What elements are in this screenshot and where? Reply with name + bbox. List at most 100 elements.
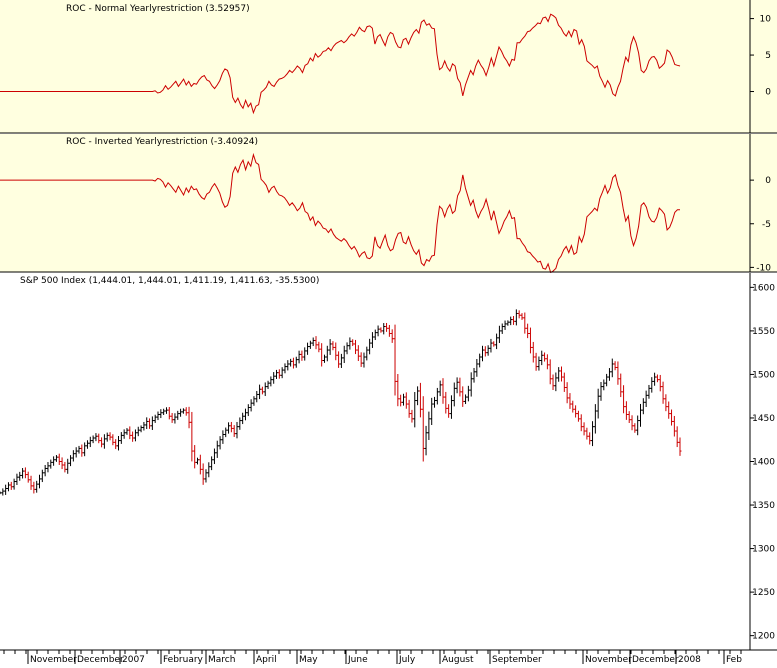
price-bar [520, 313, 524, 320]
price-bar [418, 382, 422, 418]
price-bar [311, 337, 315, 347]
price-bar [320, 343, 324, 367]
price-bar [514, 309, 518, 326]
price-bar [354, 339, 358, 355]
price-bar [424, 425, 428, 456]
price-bar [114, 439, 118, 450]
price-bar [40, 469, 44, 483]
price-bar [548, 359, 552, 385]
price-bar [596, 388, 600, 419]
y-tick-label: 0 [765, 88, 771, 98]
price-bar [21, 468, 25, 479]
price-bar [193, 445, 197, 469]
y-tick-label: 1250 [752, 588, 775, 598]
x-tick-label: December [77, 655, 124, 664]
price-bar [176, 410, 180, 420]
price-bar [421, 396, 425, 462]
price-bar [478, 353, 482, 368]
price-bar [342, 345, 346, 364]
price-bar [435, 387, 439, 405]
price-bar [444, 391, 448, 414]
price-bar [71, 450, 75, 462]
y-tick-label: 10 [760, 15, 772, 25]
price-bar [636, 415, 640, 436]
roc-normal-plot-background [0, 0, 750, 133]
price-bar [585, 427, 589, 440]
price-bar [74, 447, 78, 458]
price-bar [317, 341, 321, 353]
price-bar [390, 329, 394, 343]
price-bar [517, 310, 521, 319]
y-tick-label: 1600 [752, 283, 775, 293]
price-bar [218, 436, 222, 450]
price-bar [526, 323, 530, 339]
price-bar [46, 462, 50, 473]
price-bar [18, 471, 22, 481]
price-bar [670, 409, 674, 426]
price-bar [559, 366, 563, 382]
price-bar [108, 432, 112, 441]
y-tick-label: 1300 [752, 545, 775, 555]
price-bar [303, 347, 307, 361]
price-bar [543, 352, 547, 362]
price-bar [212, 448, 216, 465]
price-bar [599, 382, 603, 401]
price-bar [249, 399, 253, 412]
roc-inverted-series-line [0, 152, 680, 274]
price-bar [475, 359, 479, 377]
price-bar [196, 457, 200, 465]
price-bar [133, 429, 137, 442]
price-bar [190, 411, 194, 462]
price-bar [269, 376, 273, 387]
price-bar [277, 369, 281, 379]
price-bar [49, 459, 53, 469]
price-bar [593, 404, 597, 434]
price-bar [619, 373, 623, 398]
price-bar [655, 374, 659, 383]
price-bar [26, 471, 30, 483]
price-bar [492, 341, 496, 347]
price-bar [503, 320, 507, 330]
price-bar [164, 407, 168, 414]
x-tick-label: April [256, 655, 277, 664]
price-bar [91, 435, 95, 444]
price-bar [638, 403, 642, 427]
price-bar [540, 350, 544, 366]
price-bar [379, 327, 383, 333]
price-bar [447, 404, 451, 418]
y-tick-label: 5 [765, 51, 771, 61]
price-bar [365, 346, 369, 361]
roc-inverted-plot-background [0, 134, 750, 272]
price-bar [407, 399, 411, 418]
x-tick-label: June [347, 655, 368, 664]
price-bar [387, 324, 391, 337]
y-tick-label: 1200 [752, 632, 775, 642]
price-bar [579, 414, 583, 432]
price-bar [179, 408, 183, 417]
price-bar [297, 350, 301, 364]
price-bar [331, 341, 335, 351]
x-tick-label: February [163, 655, 204, 664]
x-tick-label: November [585, 655, 632, 664]
price-bar [458, 377, 462, 397]
price-bar [232, 425, 236, 437]
price-bar [401, 393, 405, 406]
price-bar [506, 320, 510, 326]
price-bar [348, 337, 352, 350]
price-bar [509, 316, 513, 326]
price-bar [672, 415, 676, 437]
price-bar [23, 467, 27, 479]
x-tick-label: July [398, 655, 416, 664]
price-bar [1, 488, 5, 496]
price-bar [306, 342, 310, 355]
price-bar [433, 396, 437, 408]
price-bar [610, 358, 614, 378]
price-bar [52, 456, 56, 466]
price-bar [607, 368, 611, 381]
price-bar [128, 426, 132, 440]
price-bar [356, 345, 360, 362]
price-bar [523, 312, 527, 334]
price-bar [83, 442, 87, 457]
price-bar [571, 400, 575, 413]
